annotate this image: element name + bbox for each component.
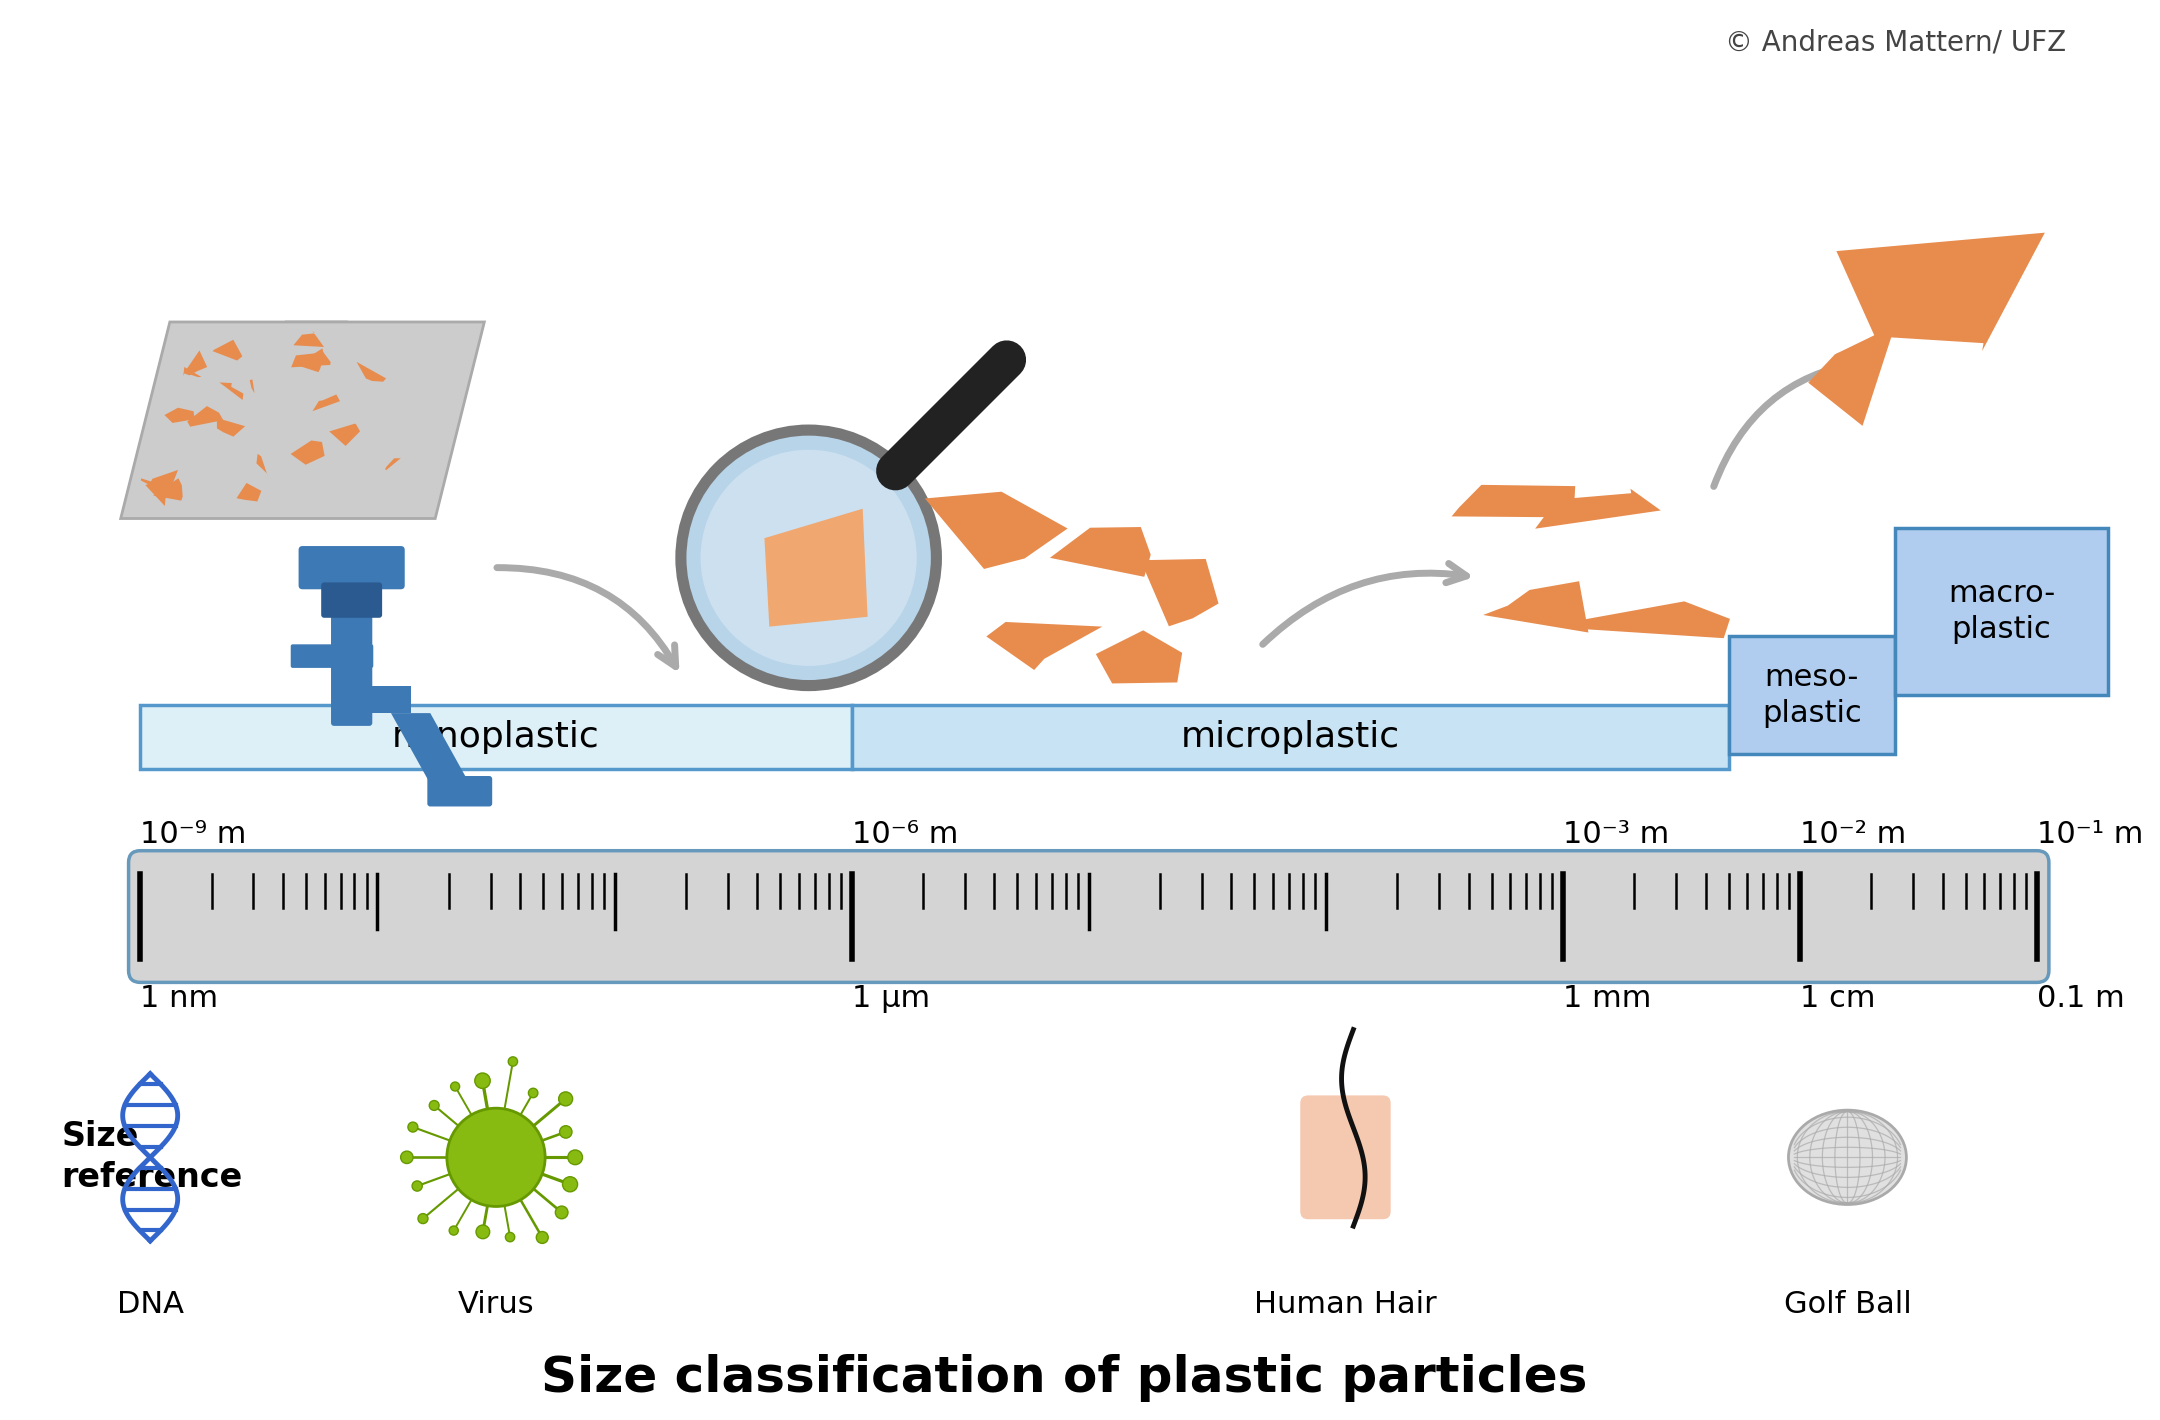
Circle shape (508, 1056, 518, 1066)
FancyBboxPatch shape (330, 582, 372, 726)
Circle shape (562, 1177, 577, 1191)
FancyBboxPatch shape (1728, 636, 1894, 754)
Polygon shape (220, 382, 244, 400)
Circle shape (568, 1150, 583, 1164)
Polygon shape (140, 479, 175, 496)
Polygon shape (212, 339, 242, 361)
Circle shape (680, 430, 937, 686)
Polygon shape (1536, 488, 1661, 528)
Text: 0.1 m: 0.1 m (2037, 984, 2125, 1014)
Text: Virus: Virus (458, 1289, 534, 1319)
Circle shape (419, 1214, 428, 1224)
FancyBboxPatch shape (140, 706, 851, 770)
Text: Golf Ball: Golf Ball (1784, 1289, 1912, 1319)
Polygon shape (391, 713, 469, 784)
Circle shape (700, 450, 916, 666)
Text: Size
reference: Size reference (63, 1120, 242, 1194)
Polygon shape (184, 366, 201, 378)
Text: 1 μm: 1 μm (851, 984, 929, 1014)
Polygon shape (149, 470, 177, 488)
Polygon shape (765, 508, 868, 626)
Text: DNA: DNA (117, 1289, 184, 1319)
FancyBboxPatch shape (1300, 1095, 1391, 1220)
Polygon shape (356, 362, 387, 382)
Circle shape (529, 1088, 538, 1098)
Text: Size classification of plastic particles: Size classification of plastic particles (540, 1353, 1588, 1402)
FancyBboxPatch shape (322, 582, 382, 618)
Circle shape (408, 1122, 417, 1132)
Polygon shape (292, 440, 324, 464)
Polygon shape (235, 483, 261, 501)
Polygon shape (287, 322, 376, 430)
FancyBboxPatch shape (130, 851, 2050, 983)
Text: 1 mm: 1 mm (1564, 984, 1650, 1014)
Polygon shape (257, 454, 268, 479)
Text: 10⁻⁶ m: 10⁻⁶ m (851, 819, 959, 849)
Polygon shape (987, 622, 1102, 670)
Circle shape (559, 1092, 572, 1106)
Polygon shape (188, 406, 222, 426)
Polygon shape (292, 352, 330, 368)
Circle shape (430, 1100, 438, 1110)
Circle shape (449, 1225, 458, 1235)
Text: © Andreas Mattern/ UFZ: © Andreas Mattern/ UFZ (1726, 28, 2067, 57)
Polygon shape (328, 423, 361, 446)
Polygon shape (1577, 601, 1730, 638)
Text: meso-
plastic: meso- plastic (1763, 663, 1862, 728)
Polygon shape (1836, 233, 2046, 351)
Circle shape (447, 1108, 544, 1207)
Polygon shape (384, 459, 402, 470)
Circle shape (400, 1152, 413, 1163)
FancyBboxPatch shape (298, 547, 404, 589)
Ellipse shape (1788, 1110, 1907, 1204)
Polygon shape (1095, 630, 1182, 683)
Circle shape (555, 1206, 568, 1218)
FancyBboxPatch shape (851, 706, 1728, 770)
Text: 1 nm: 1 nm (140, 984, 218, 1014)
Text: 10⁻³ m: 10⁻³ m (1564, 819, 1670, 849)
Polygon shape (924, 491, 1067, 569)
Polygon shape (294, 331, 324, 346)
Polygon shape (216, 417, 246, 436)
Polygon shape (1452, 484, 1575, 517)
FancyBboxPatch shape (292, 645, 374, 667)
Polygon shape (1050, 527, 1151, 577)
Circle shape (475, 1074, 490, 1089)
Text: 1 cm: 1 cm (1799, 984, 1875, 1014)
Circle shape (559, 1126, 572, 1137)
Polygon shape (335, 686, 410, 713)
Polygon shape (1808, 327, 1894, 426)
Circle shape (451, 1082, 460, 1091)
Polygon shape (164, 408, 194, 423)
Circle shape (536, 1231, 549, 1244)
Polygon shape (184, 351, 207, 375)
Text: microplastic: microplastic (1182, 720, 1400, 754)
Text: Human Hair: Human Hair (1255, 1289, 1436, 1319)
Polygon shape (1140, 559, 1218, 626)
Polygon shape (313, 395, 339, 412)
Text: 10⁻⁹ m: 10⁻⁹ m (140, 819, 246, 849)
Polygon shape (121, 322, 484, 518)
Polygon shape (1484, 581, 1588, 632)
Circle shape (505, 1233, 514, 1241)
Text: macro-
plastic: macro- plastic (1948, 579, 2054, 645)
Text: nanoplastic: nanoplastic (393, 720, 600, 754)
Circle shape (475, 1225, 490, 1238)
Polygon shape (296, 348, 324, 372)
Polygon shape (251, 379, 255, 393)
FancyBboxPatch shape (1894, 528, 2108, 696)
Text: 10⁻¹ m: 10⁻¹ m (2037, 819, 2143, 849)
Text: 10⁻² m: 10⁻² m (1799, 819, 1907, 849)
Circle shape (413, 1181, 421, 1191)
Polygon shape (145, 481, 166, 506)
Polygon shape (153, 479, 184, 501)
FancyBboxPatch shape (428, 775, 492, 807)
